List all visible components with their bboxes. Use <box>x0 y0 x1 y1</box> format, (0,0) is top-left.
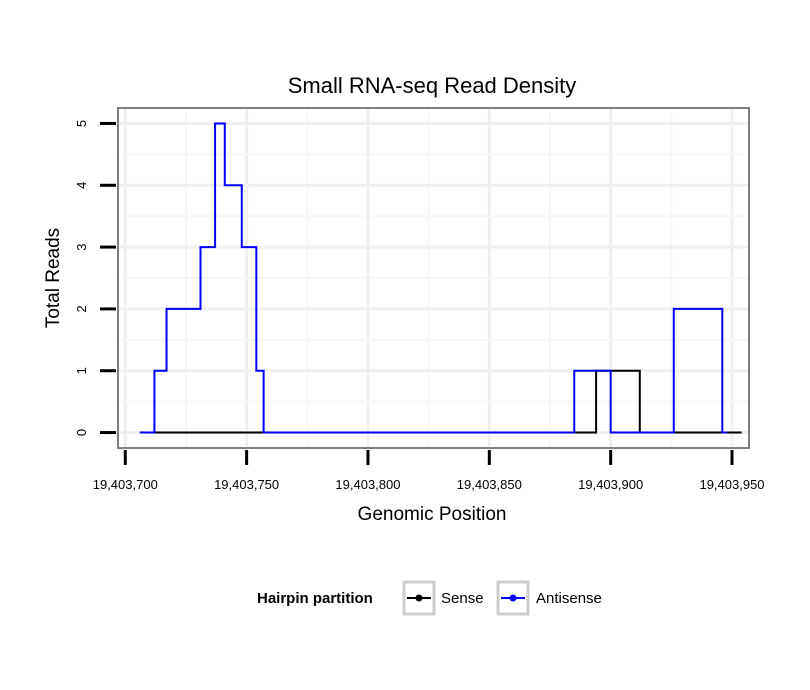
legend-label-antisense: Antisense <box>536 590 602 607</box>
y-tick-label: 2 <box>74 305 89 312</box>
y-axis: 0 1 2 3 4 5 <box>74 120 116 436</box>
y-tick-label: 0 <box>74 429 89 436</box>
x-tick-label: 19,403,850 <box>457 477 522 492</box>
chart-title: Small RNA-seq Read Density <box>288 73 577 98</box>
panel-border <box>117 107 750 449</box>
x-tick-label: 19,403,900 <box>578 477 643 492</box>
x-axis-title: Genomic Position <box>358 504 507 525</box>
legend-item-antisense: Antisense <box>496 580 602 616</box>
series-line-sense <box>139 369 742 434</box>
legend-key-dot-antisense <box>509 594 517 602</box>
legend-item-sense: Sense <box>402 580 484 616</box>
x-tick-label: 19,403,700 <box>93 477 158 492</box>
legend: Hairpin partition Sense Antisense <box>257 580 602 616</box>
legend-title: Hairpin partition <box>257 590 373 607</box>
grid <box>118 108 749 448</box>
legend-label-sense: Sense <box>441 590 484 607</box>
y-tick-label: 1 <box>74 367 89 374</box>
y-axis-title: Total Reads <box>43 228 64 328</box>
y-tick-label: 3 <box>74 243 89 250</box>
series-line-antisense <box>139 122 728 434</box>
legend-key-dot-sense <box>415 594 423 602</box>
x-tick-label: 19,403,750 <box>214 477 279 492</box>
x-axis: 19,403,700 19,403,750 19,403,800 19,403,850… <box>93 450 765 492</box>
x-tick-label: 19,403,800 <box>335 477 400 492</box>
y-tick-label: 4 <box>74 182 89 189</box>
y-tick-label: 5 <box>74 120 89 127</box>
series-layer <box>139 122 742 434</box>
x-tick-label: 19,403,950 <box>699 477 764 492</box>
